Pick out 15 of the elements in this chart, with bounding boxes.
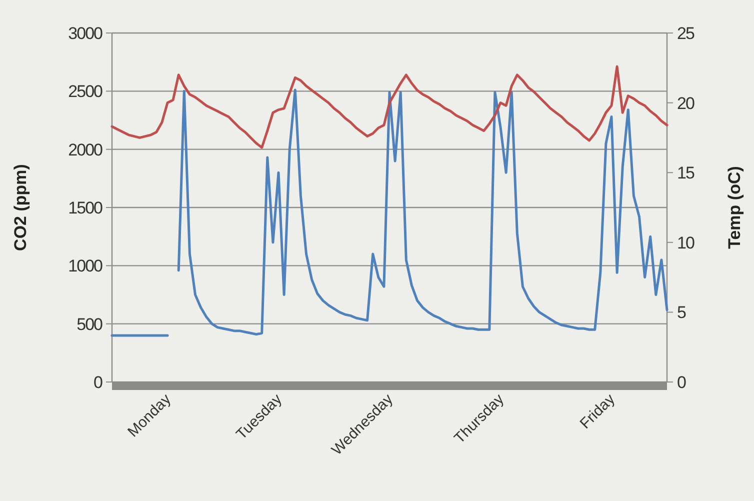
y-tick-label: 500	[76, 314, 103, 334]
y2-tick-label: 15	[677, 164, 694, 183]
y-tick-label: 3000	[68, 24, 103, 43]
y-axis-title: CO2 (ppm)	[11, 164, 30, 251]
y-tick-label: 2500	[68, 82, 103, 102]
y-tick-label: 1500	[68, 198, 103, 218]
y-tick-label: 1000	[68, 256, 103, 276]
y2-tick-label: 5	[677, 303, 686, 322]
y2-tick-label: 0	[677, 372, 686, 392]
y-tick-label: 0	[94, 372, 103, 392]
y2-axis-title: Temp (oC)	[725, 166, 744, 249]
y2-tick-label: 10	[677, 233, 694, 252]
y2-tick-label: 25	[677, 24, 694, 43]
y2-tick-label: 20	[677, 94, 694, 113]
y-tick-label: 2000	[68, 140, 103, 160]
